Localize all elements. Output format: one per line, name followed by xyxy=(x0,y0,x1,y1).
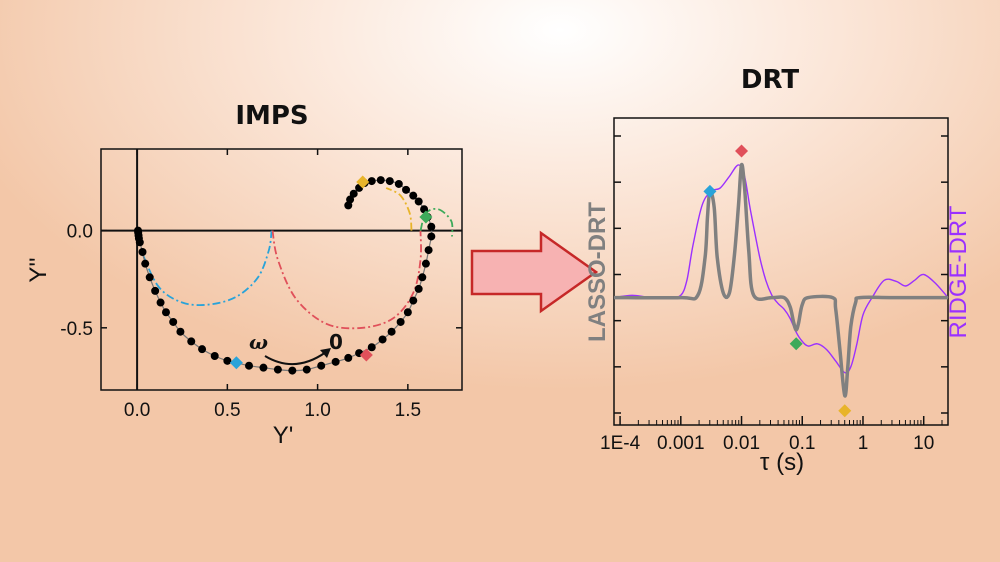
drt-x-tick-label: 0.001 xyxy=(657,433,705,454)
drt-chart: DRT 1E-4 0.001 0.01 0.1 1 10 τ (s) LASSO-DRT … xyxy=(584,65,972,476)
ridge-drt-label: RIDGE-DRT xyxy=(945,205,972,338)
imps-data-point xyxy=(385,177,394,186)
drt-frame xyxy=(613,117,949,426)
imps-data-point xyxy=(210,351,219,360)
imps-data-point xyxy=(331,357,340,366)
imps-data-point xyxy=(349,189,358,198)
omega-label: ω xyxy=(249,330,268,354)
imps-y-tick-label: -0.5 xyxy=(60,319,93,340)
imps-x-label: Y' xyxy=(273,422,294,449)
drt-series xyxy=(613,162,949,398)
imps-data-point xyxy=(245,361,254,370)
imps-data-point xyxy=(367,177,376,186)
imps-highlight-markers xyxy=(229,175,433,370)
imps-data-point xyxy=(141,259,150,268)
imps-data-point xyxy=(151,286,160,295)
lasso-drt-label: LASSO-DRT xyxy=(584,202,611,342)
imps-data-point xyxy=(273,365,282,374)
imps-frame xyxy=(100,148,463,391)
imps-data-point xyxy=(259,363,268,372)
red-diamond-marker xyxy=(359,348,373,362)
imps-axes xyxy=(101,149,462,390)
imps-data-point xyxy=(396,317,405,326)
ridge-drt-line xyxy=(613,164,949,374)
imps-data-point xyxy=(409,191,418,200)
zero-label: 0 xyxy=(329,330,343,354)
imps-data-point xyxy=(427,222,436,231)
imps-data-point xyxy=(414,284,423,293)
blue-diamond-marker xyxy=(703,184,717,198)
imps-data-point xyxy=(169,317,178,326)
green-diamond-marker xyxy=(789,337,803,351)
imps-data-point xyxy=(161,308,170,317)
imps-x-tick-label: 0.0 xyxy=(124,400,150,421)
red-diamond-marker xyxy=(735,144,749,158)
drt-title: DRT xyxy=(741,65,799,95)
yellow-fitted-arc xyxy=(385,187,413,231)
imps-y-label: Y'' xyxy=(25,257,52,282)
drt-axes xyxy=(614,135,948,425)
imps-data-point xyxy=(344,353,353,362)
blue-diamond-marker xyxy=(229,356,243,370)
imps-data-point xyxy=(376,176,385,185)
imps-data-point xyxy=(414,197,423,206)
drt-highlight-markers xyxy=(703,144,852,418)
imps-title: IMPS xyxy=(235,101,308,131)
imps-tick-labels: 0.0 0.5 1.0 1.5 0.0 -0.5 xyxy=(60,222,421,421)
imps-chart: IMPS 0.0 0.5 1.0 1.5 0.0 -0.5 Y' Y'' ω 0 xyxy=(25,101,463,449)
lasso-drt-line xyxy=(613,162,948,398)
imps-data-point xyxy=(387,327,396,336)
drt-x-tick-label: 10 xyxy=(913,433,934,454)
green-fitted-arc xyxy=(419,207,454,237)
imps-data-point xyxy=(145,273,154,282)
imps-data-point xyxy=(403,308,412,317)
frequency-arrow-line xyxy=(264,351,327,366)
imps-data-point xyxy=(367,343,376,352)
imps-data-point xyxy=(344,201,353,210)
drt-x-tick-label: 0.01 xyxy=(723,433,760,454)
drt-x-label: τ (s) xyxy=(760,449,804,476)
imps-data-point xyxy=(156,298,165,307)
frequency-arrow-head xyxy=(320,348,331,358)
imps-x-tick-label: 1.0 xyxy=(304,400,330,421)
imps-data-point xyxy=(427,232,436,241)
imps-data-point xyxy=(198,345,207,354)
drt-x-tick-label: 1E-4 xyxy=(600,433,641,454)
imps-data-point xyxy=(421,259,430,268)
imps-data-point xyxy=(394,179,403,188)
imps-x-tick-label: 0.5 xyxy=(214,400,240,421)
imps-data-points xyxy=(134,176,436,375)
imps-data-point xyxy=(288,366,297,375)
imps-data-line xyxy=(137,179,433,372)
imps-data-point xyxy=(223,356,232,365)
red-fitted-arc xyxy=(271,230,422,330)
imps-y-tick-label: 0.0 xyxy=(67,222,93,243)
drt-x-tick-label: 0.1 xyxy=(789,433,815,454)
imps-data-point xyxy=(378,335,387,344)
imps-data-point xyxy=(402,185,411,194)
yellow-diamond-marker xyxy=(838,404,852,418)
imps-x-tick-label: 1.5 xyxy=(395,400,421,421)
imps-data-point xyxy=(424,246,433,255)
transform-arrow xyxy=(470,230,599,314)
blue-fitted-arc xyxy=(141,230,273,306)
imps-data-point xyxy=(409,296,418,305)
imps-data-point xyxy=(317,361,326,370)
imps-data-point xyxy=(187,337,196,346)
drt-x-tick-label: 1 xyxy=(858,433,869,454)
imps-data-point xyxy=(176,327,185,336)
imps-data-point xyxy=(302,365,311,374)
green-diamond-marker xyxy=(419,210,433,224)
yellow-diamond-marker xyxy=(356,175,370,189)
imps-data-point xyxy=(138,248,147,257)
imps-data-point xyxy=(135,238,144,247)
drt-tick-labels: 1E-4 0.001 0.01 0.1 1 10 xyxy=(600,433,934,454)
imps-fitted-arcs xyxy=(141,187,454,330)
imps-data-point xyxy=(418,273,427,282)
